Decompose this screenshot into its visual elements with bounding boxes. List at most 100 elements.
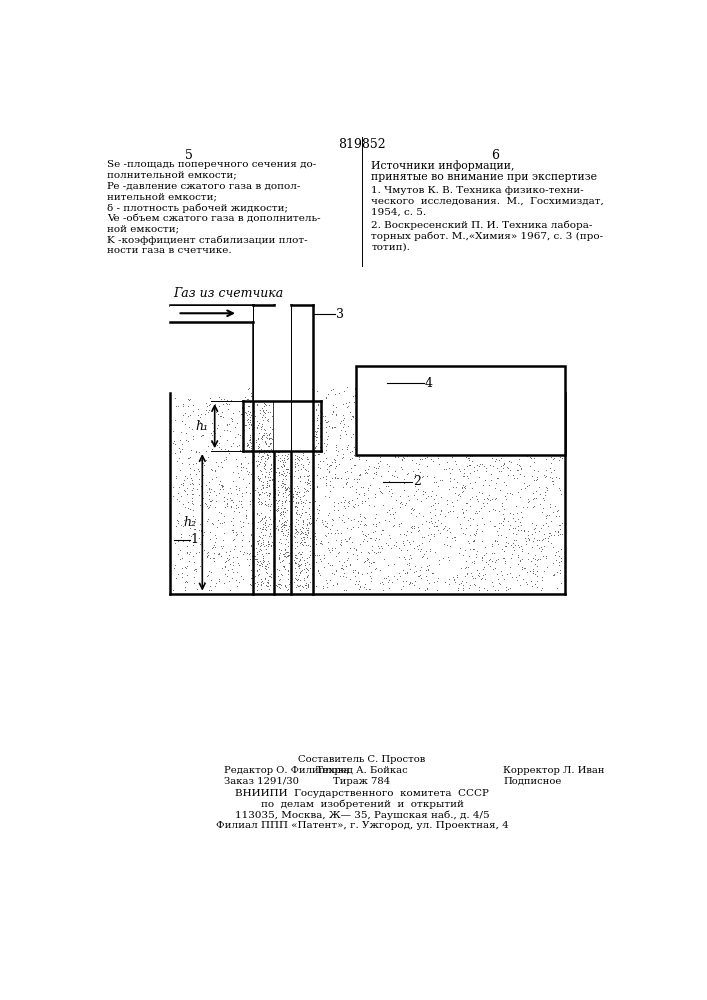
- Point: [493, 463, 504, 479]
- Point: [527, 563, 539, 579]
- Point: [516, 541, 527, 557]
- Point: [322, 461, 333, 477]
- Point: [476, 380, 487, 396]
- Point: [262, 559, 274, 575]
- Point: [542, 480, 553, 496]
- Point: [363, 382, 375, 398]
- Point: [221, 422, 233, 438]
- Point: [291, 439, 303, 455]
- Point: [255, 454, 266, 470]
- Point: [251, 397, 262, 413]
- Point: [260, 464, 271, 480]
- Point: [278, 558, 289, 574]
- Point: [264, 464, 275, 480]
- Point: [530, 547, 541, 563]
- Point: [256, 421, 267, 437]
- Point: [238, 527, 249, 543]
- Point: [488, 403, 499, 419]
- Point: [208, 483, 219, 499]
- Point: [334, 536, 345, 552]
- Point: [446, 449, 457, 465]
- Point: [499, 550, 510, 566]
- Point: [538, 444, 549, 460]
- Point: [196, 385, 207, 401]
- Point: [402, 488, 414, 504]
- Point: [355, 544, 366, 560]
- Point: [354, 449, 365, 465]
- Point: [518, 444, 530, 460]
- Point: [290, 494, 301, 510]
- Point: [292, 442, 303, 458]
- Point: [264, 486, 276, 502]
- Point: [281, 582, 293, 598]
- Point: [202, 438, 214, 454]
- Point: [300, 577, 311, 593]
- Point: [532, 391, 543, 407]
- Point: [462, 470, 474, 486]
- Point: [520, 441, 532, 457]
- Point: [450, 436, 462, 452]
- Point: [271, 448, 282, 464]
- Point: [504, 431, 515, 447]
- Point: [322, 519, 333, 535]
- Point: [463, 580, 474, 596]
- Point: [280, 517, 291, 533]
- Point: [422, 561, 433, 577]
- Point: [177, 475, 189, 491]
- Point: [226, 485, 237, 501]
- Point: [367, 382, 378, 398]
- Point: [276, 515, 287, 531]
- Point: [449, 571, 460, 587]
- Point: [382, 574, 393, 590]
- Point: [276, 447, 287, 463]
- Point: [440, 396, 452, 412]
- Point: [517, 559, 528, 575]
- Point: [263, 469, 274, 485]
- Point: [283, 518, 294, 534]
- Point: [273, 484, 284, 500]
- Point: [257, 474, 269, 490]
- Point: [443, 549, 454, 565]
- Point: [362, 490, 373, 506]
- Point: [413, 537, 424, 553]
- Point: [471, 521, 482, 537]
- Point: [387, 467, 398, 483]
- Point: [254, 543, 265, 559]
- Point: [188, 569, 199, 585]
- Point: [302, 463, 313, 479]
- Point: [408, 564, 419, 580]
- Point: [292, 534, 303, 550]
- Point: [181, 574, 192, 590]
- Point: [453, 576, 464, 592]
- Point: [416, 529, 427, 545]
- Point: [451, 509, 462, 525]
- Point: [355, 513, 366, 529]
- Point: [312, 407, 323, 423]
- Point: [279, 546, 290, 562]
- Point: [550, 410, 561, 426]
- Point: [509, 389, 520, 405]
- Point: [183, 392, 194, 408]
- Point: [261, 427, 272, 443]
- Point: [479, 516, 490, 532]
- Point: [431, 487, 442, 503]
- Point: [296, 430, 308, 446]
- Point: [444, 470, 455, 486]
- Point: [479, 430, 491, 446]
- Point: [324, 463, 335, 479]
- Point: [253, 470, 264, 486]
- Point: [314, 420, 325, 436]
- Point: [402, 532, 413, 548]
- Point: [439, 518, 450, 534]
- Point: [320, 450, 332, 466]
- Point: [341, 533, 352, 549]
- Point: [402, 448, 413, 464]
- Point: [274, 531, 286, 547]
- Point: [179, 559, 190, 575]
- Point: [546, 535, 557, 551]
- Point: [339, 531, 351, 547]
- Point: [466, 453, 477, 469]
- Point: [424, 543, 436, 559]
- Point: [254, 439, 265, 455]
- Point: [547, 381, 558, 397]
